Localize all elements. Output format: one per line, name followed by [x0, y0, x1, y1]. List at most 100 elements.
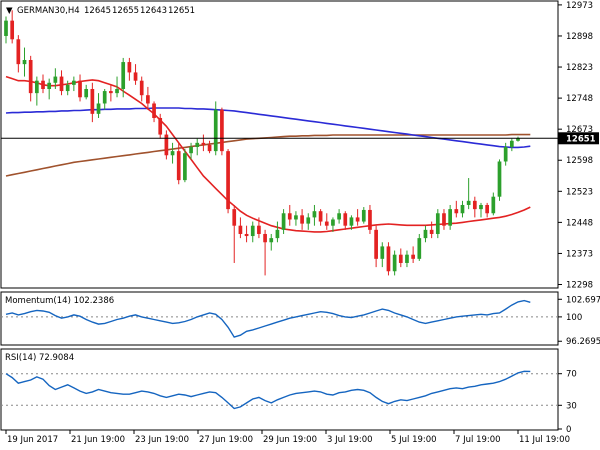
price-panel-title: GERMAN30,H4 — [17, 6, 80, 16]
time-tick-label: 11 Jul 19:00 — [519, 435, 570, 445]
time-tick-label: 7 Jul 19:00 — [455, 435, 501, 445]
candle-down — [10, 20, 15, 40]
candle-up — [423, 229, 428, 239]
candle-up — [417, 238, 422, 259]
candle-down — [16, 39, 21, 65]
candle-up — [448, 209, 452, 226]
candle-up — [34, 80, 39, 94]
candle-down — [257, 225, 261, 234]
price-axis: 12973 12898 12823 12748 12673 12598 12523 12448… — [558, 1, 599, 291]
rsi-tick-label: 0 — [566, 425, 571, 435]
candle-up — [466, 200, 471, 205]
candle-up — [337, 213, 341, 220]
candle-down — [133, 72, 138, 81]
last-price-label: 12651 — [566, 134, 596, 144]
candle-up — [491, 196, 496, 214]
candle-down — [454, 209, 459, 214]
ohlc-high: 12655 — [112, 6, 139, 16]
ohlc-open: 12645 — [84, 6, 111, 16]
momentum-axis: 102.6972 100 96.2695 — [558, 295, 600, 347]
candle-up — [102, 91, 107, 104]
price-tick-label: 12748 — [566, 94, 593, 104]
candle-down — [398, 254, 403, 263]
candle-up — [72, 80, 76, 85]
candle-up — [349, 217, 354, 226]
candle-up — [65, 84, 70, 92]
candle-up — [121, 62, 126, 89]
price-series — [1, 10, 558, 276]
candle-down — [220, 109, 224, 152]
rsi-line — [5, 370, 531, 410]
candle-up — [183, 153, 187, 181]
candle-up — [294, 215, 298, 220]
time-tick-label: 21 Jun 19:00 — [71, 435, 125, 445]
candle-up — [281, 213, 286, 230]
price-tick-label: 12598 — [566, 156, 593, 166]
candle-down — [386, 246, 391, 272]
candle-up — [115, 88, 119, 94]
candle-up — [503, 146, 508, 162]
candle-down — [207, 144, 212, 152]
candle-up — [312, 211, 317, 218]
candle-down — [300, 215, 304, 224]
candle-up — [84, 88, 89, 98]
momentum-tick-label: 102.6972 — [566, 295, 600, 305]
candle-down — [164, 134, 169, 156]
rsi-panel — [0, 348, 559, 431]
candle-down — [158, 117, 163, 135]
time-tick-label: 19 Jun 2017 — [7, 435, 58, 445]
candle-up — [213, 109, 218, 152]
time-axis: 19 Jun 2017 21 Jun 19:00 23 Jun 19:00 27 Ju… — [5, 430, 570, 445]
candle-up — [405, 254, 409, 263]
candle-up — [509, 140, 514, 147]
candle-up — [380, 246, 385, 259]
candle-up — [435, 213, 440, 234]
momentum-title: Momentum(14) 102.2386 — [5, 296, 114, 306]
last-price-box — [558, 132, 599, 145]
time-tick-label: 5 Jul 19:00 — [391, 435, 437, 445]
momentum-series — [1, 299, 558, 338]
candle-up — [460, 204, 465, 214]
rsi-title: RSI(14) 72.9084 — [5, 353, 74, 363]
candle-down — [90, 88, 95, 114]
candle-up — [361, 209, 366, 222]
candle-up — [47, 82, 52, 89]
candle-down — [442, 213, 446, 226]
candle-down — [244, 233, 249, 237]
price-panel-arrow-icon: ▼ — [6, 6, 13, 16]
candle-down — [263, 233, 267, 243]
price-tick-label: 12373 — [566, 249, 593, 259]
candle-up — [306, 217, 311, 224]
candle-down — [429, 229, 434, 234]
candle-down — [485, 204, 490, 214]
candle-down — [287, 213, 292, 220]
price-tick-label: 12448 — [566, 218, 593, 228]
momentum-line — [5, 299, 531, 338]
candle-down — [41, 80, 45, 89]
rsi-tick-label: 30 — [566, 401, 577, 411]
candle-up — [479, 204, 483, 210]
candle-up — [516, 138, 520, 141]
price-panel — [0, 0, 559, 289]
candle-down — [355, 217, 360, 222]
candle-up — [53, 76, 58, 83]
candle-down — [318, 211, 323, 222]
candle-down — [139, 80, 144, 96]
candle-down — [368, 209, 372, 230]
candle-down — [374, 229, 378, 259]
time-tick-label: 23 Jun 19:00 — [135, 435, 189, 445]
candle-down — [226, 151, 230, 210]
price-tick-label: 12823 — [566, 63, 593, 73]
candle-down — [176, 151, 181, 181]
momentum-tick-label: 100 — [566, 313, 582, 323]
candle-down — [411, 254, 415, 259]
candle-up — [96, 103, 101, 114]
ohlc-close: 12651 — [168, 6, 195, 16]
candle-up — [4, 20, 8, 36]
candle-up — [22, 59, 27, 65]
momentum-tick-label: 96.2695 — [566, 337, 600, 347]
candle-up — [269, 238, 274, 243]
rsi-axis: 70 30 0 — [558, 370, 577, 435]
candle-up — [250, 225, 255, 237]
